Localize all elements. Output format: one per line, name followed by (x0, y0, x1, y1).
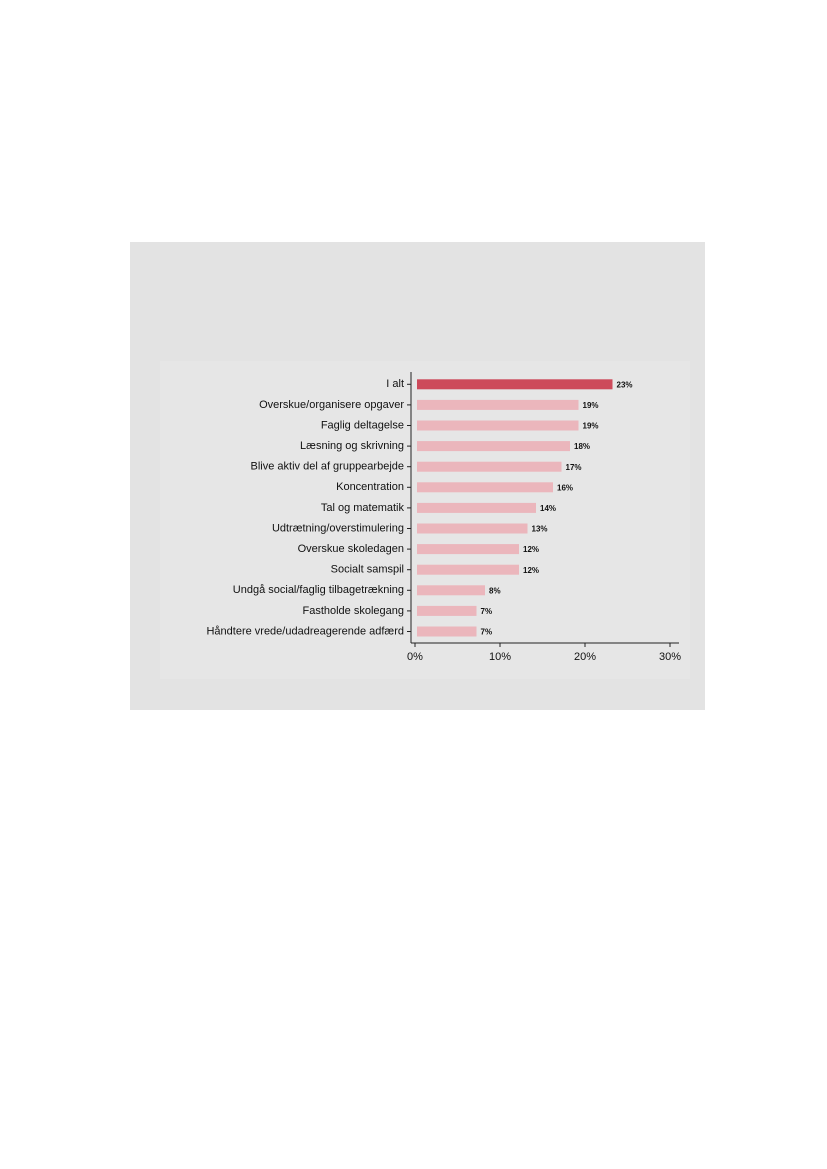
bar (417, 399, 579, 410)
bar (417, 441, 570, 452)
value-label: 7% (481, 607, 493, 616)
y-tick-label: Undgå social/faglig tilbagetrækning (233, 584, 404, 596)
bar (417, 420, 579, 431)
bar (417, 626, 477, 637)
value-label: 23% (617, 380, 633, 389)
value-label: 12% (523, 566, 539, 575)
value-label: 12% (523, 545, 539, 554)
bar (417, 544, 519, 555)
x-tick-label: 0% (407, 651, 423, 663)
y-tick-label: Fastholde skolegang (302, 605, 404, 617)
y-tick-label: Faglig deltagelse (321, 419, 404, 431)
value-label: 16% (557, 483, 573, 492)
y-tick-label: Socialt samspil (331, 564, 404, 576)
y-tick-label: Koncentration (336, 481, 404, 493)
y-tick-label: Blive aktiv del af gruppearbejde (251, 461, 404, 473)
value-label: 8% (489, 586, 501, 595)
y-tick-label: Læsning og skrivning (300, 440, 404, 452)
y-tick-label: Overskue/organisere opgaver (259, 399, 404, 411)
bar (417, 502, 536, 513)
bar (417, 605, 477, 616)
y-tick-label: Tal og matematik (321, 502, 405, 514)
x-tick-label: 30% (659, 651, 681, 663)
value-label: 19% (583, 401, 599, 410)
bar (417, 482, 553, 493)
y-tick-label: Håndtere vrede/udadreagerende adfærd (206, 625, 404, 637)
y-tick-label: Overskue skoledagen (298, 543, 404, 555)
bar (417, 564, 519, 575)
value-label: 17% (566, 463, 582, 472)
bar (417, 523, 528, 534)
value-label: 18% (574, 442, 590, 451)
value-label: 14% (540, 504, 556, 513)
bar (417, 585, 485, 596)
value-label: 13% (532, 525, 548, 534)
value-label: 19% (583, 422, 599, 431)
x-tick-label: 20% (574, 651, 596, 663)
value-label: 7% (481, 628, 493, 637)
y-tick-label: I alt (386, 378, 404, 390)
plot-background (160, 361, 690, 679)
bar (417, 379, 613, 390)
x-tick-label: 10% (489, 651, 511, 663)
y-tick-label: Udtrætning/overstimulering (272, 522, 404, 534)
bar (417, 461, 562, 472)
